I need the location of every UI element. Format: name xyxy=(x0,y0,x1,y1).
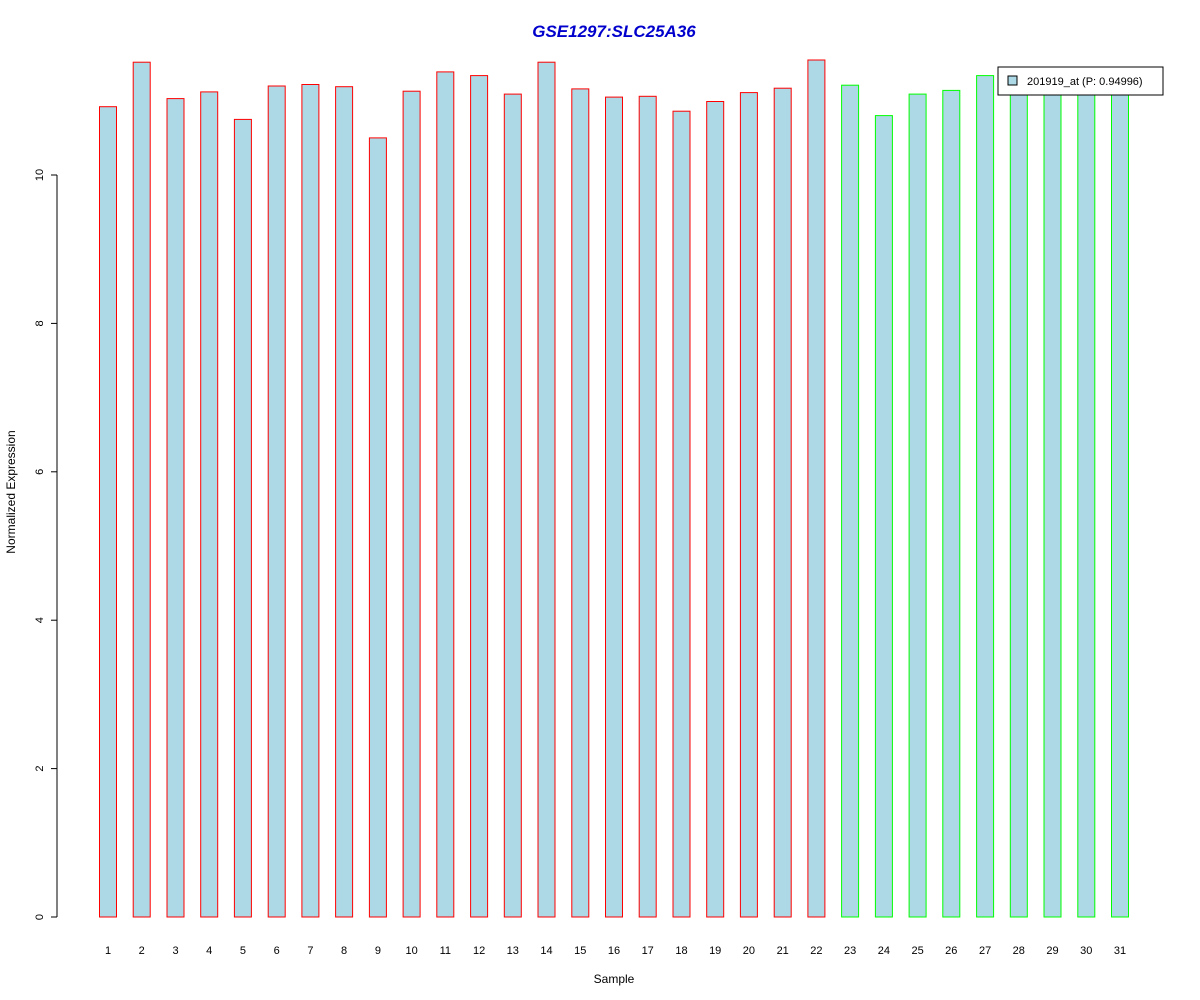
x-tick-label: 14 xyxy=(540,945,552,957)
x-tick-label: 24 xyxy=(878,945,890,957)
y-tick-label: 6 xyxy=(34,469,46,475)
x-tick-label: 19 xyxy=(709,945,721,957)
x-tick-label: 4 xyxy=(206,945,212,957)
x-tick-label: 10 xyxy=(405,945,417,957)
bar xyxy=(233,118,252,918)
x-tick-labels: 1 2 3 4 5 6 7 8 9 10 11 12 13 14 15 16 17 18 19 20 21 22 23 24 2… xyxy=(105,945,1126,957)
x-tick-label: 2 xyxy=(139,945,145,957)
x-tick-label: 3 xyxy=(172,945,178,957)
legend: 201919_at (P: 0.94996) xyxy=(997,66,1164,96)
x-tick-label: 15 xyxy=(574,945,586,957)
x-tick-label: 28 xyxy=(1013,945,1025,957)
x-tick-label: 7 xyxy=(307,945,313,957)
y-tick-label: 8 xyxy=(34,320,46,326)
bar xyxy=(267,85,286,918)
bar xyxy=(1009,85,1028,918)
bar xyxy=(807,59,826,918)
bar xyxy=(1043,91,1062,918)
x-tick-label: 13 xyxy=(507,945,519,957)
bar xyxy=(1077,86,1096,918)
bar xyxy=(672,110,691,918)
x-tick-label: 12 xyxy=(473,945,485,957)
x-tick-label: 9 xyxy=(375,945,381,957)
x-tick-label: 1 xyxy=(105,945,111,957)
x-tick-label: 29 xyxy=(1046,945,1058,957)
bar xyxy=(773,87,792,918)
x-tick-label: 5 xyxy=(240,945,246,957)
x-tick-label: 18 xyxy=(675,945,687,957)
y-axis-label: Normalized Expression xyxy=(4,430,18,553)
x-tick-label: 6 xyxy=(274,945,280,957)
bar xyxy=(301,84,320,918)
bar xyxy=(368,137,387,918)
legend-box xyxy=(997,66,1164,96)
x-tick-label: 23 xyxy=(844,945,856,957)
x-tick-label: 22 xyxy=(810,945,822,957)
bar xyxy=(638,95,657,918)
bar xyxy=(706,101,725,918)
y-tick-label: 4 xyxy=(34,617,46,623)
legend-swatch xyxy=(1007,75,1018,86)
x-tick-label: 31 xyxy=(1114,945,1126,957)
bar xyxy=(132,61,151,918)
bar xyxy=(537,61,556,918)
bar xyxy=(739,92,758,918)
bar xyxy=(436,71,455,918)
x-tick-label: 25 xyxy=(911,945,923,957)
bar xyxy=(942,89,961,918)
chart-title: GSE1297:SLC25A36 xyxy=(532,22,696,41)
x-tick-label: 11 xyxy=(440,945,451,957)
bars xyxy=(99,59,1129,918)
y-tick-label: 10 xyxy=(34,169,46,181)
y-tick-label: 0 xyxy=(34,914,46,920)
x-tick-label: 30 xyxy=(1080,945,1092,957)
bar xyxy=(874,115,893,918)
x-tick-label: 21 xyxy=(777,945,789,957)
bar xyxy=(166,98,185,918)
bar xyxy=(976,75,995,918)
bar xyxy=(605,96,623,918)
bar xyxy=(571,88,590,918)
x-tick-label: 8 xyxy=(341,945,347,957)
x-tick-label: 20 xyxy=(743,945,755,957)
y-tick-label: 2 xyxy=(34,766,46,772)
bar xyxy=(200,91,219,918)
x-tick-label: 27 xyxy=(979,945,991,957)
y-axis: 0 2 4 6 8 10 xyxy=(34,169,58,920)
bar xyxy=(402,90,421,918)
x-tick-label: 16 xyxy=(608,945,620,957)
legend-label: 201919_at (P: 0.94996) xyxy=(1027,76,1143,88)
bar xyxy=(335,86,354,918)
bar xyxy=(470,75,489,918)
bar xyxy=(503,93,522,918)
bar xyxy=(1111,86,1129,918)
x-tick-label: 17 xyxy=(642,945,654,957)
x-tick-label: 26 xyxy=(945,945,957,957)
bar xyxy=(908,93,927,918)
x-axis-label: Sample xyxy=(594,972,635,986)
bar xyxy=(99,106,117,918)
bar xyxy=(841,84,860,918)
